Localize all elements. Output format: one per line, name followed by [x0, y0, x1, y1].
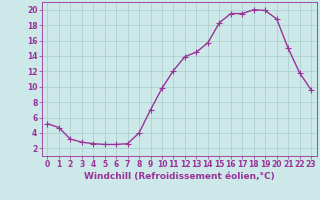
- X-axis label: Windchill (Refroidissement éolien,°C): Windchill (Refroidissement éolien,°C): [84, 172, 275, 181]
